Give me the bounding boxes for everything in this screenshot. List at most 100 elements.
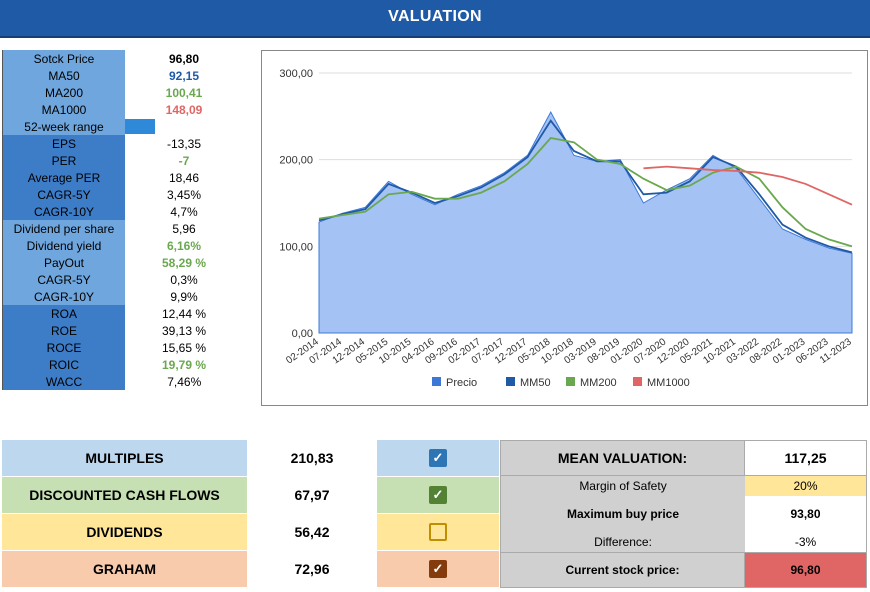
current-price-value: 96,80 xyxy=(745,552,867,588)
checkbox-checked-icon[interactable]: ✓ xyxy=(429,449,447,467)
title-bar: VALUATION xyxy=(0,0,870,38)
checkbox-empty-icon[interactable] xyxy=(429,523,447,541)
method-value: 67,97 xyxy=(247,477,377,513)
metric-row: ROCE 15,65 % xyxy=(2,339,244,356)
metric-row: MA200 100,41 xyxy=(2,84,244,101)
margin-value[interactable]: 20% xyxy=(745,476,867,496)
metric-label: CAGR-5Y xyxy=(2,271,125,288)
y-tick-label: 0,00 xyxy=(292,328,313,340)
method-check-cell[interactable]: ✓ xyxy=(377,551,499,587)
metric-row: PayOut 58,29 % xyxy=(2,254,244,271)
series-line-mm50 xyxy=(318,119,853,254)
difference-label: Difference: xyxy=(500,532,745,552)
metric-label: WACC xyxy=(2,373,125,390)
legend-label: MM200 xyxy=(580,377,617,389)
metric-label: CAGR-10Y xyxy=(2,203,125,220)
metric-label: CAGR-10Y xyxy=(2,288,125,305)
metric-label: ROE xyxy=(2,322,125,339)
difference-value: -3% xyxy=(745,532,867,552)
metric-value: 92,15 xyxy=(168,68,200,83)
method-value: 72,96 xyxy=(247,551,377,587)
metric-label: MA200 xyxy=(2,84,125,101)
metric-row: PER -7 xyxy=(2,152,244,169)
y-tick-label: 200,00 xyxy=(279,155,313,167)
metric-label: Dividend per share xyxy=(2,220,125,237)
metric-row: CAGR-10Y 4,7% xyxy=(2,203,244,220)
metric-row: CAGR-10Y 9,9% xyxy=(2,288,244,305)
method-label: DISCOUNTED CASH FLOWS xyxy=(2,477,247,513)
metric-label: ROIC xyxy=(2,356,125,373)
metric-value: -13,35 xyxy=(166,136,202,151)
metric-value: 9,9% xyxy=(170,289,198,304)
price-chart-svg: 300,00200,00100,000,0002-201407-201412-2… xyxy=(279,68,854,389)
metric-label: Average PER xyxy=(2,169,125,186)
metric-row: Dividend yield 6,16% xyxy=(2,237,244,254)
price-chart: 300,00 200,00 100,00 0,00 02-2014 07-2014 12-2… xyxy=(261,50,868,406)
checkbox-checked-icon[interactable]: ✓ xyxy=(429,560,447,578)
metric-label: MA1000 xyxy=(2,101,125,118)
method-value: 210,83 xyxy=(247,440,377,476)
metric-value: 5,96 xyxy=(172,221,196,236)
margin-label: Margin of Safety xyxy=(500,476,745,496)
metric-label: 52-week range xyxy=(2,118,125,135)
checkbox-checked-icon[interactable]: ✓ xyxy=(429,486,447,504)
metric-label: EPS xyxy=(2,135,125,152)
method-row: GRAHAM 72,96 ✓ xyxy=(2,551,500,587)
metric-label: PayOut xyxy=(2,254,125,271)
metric-label: MA50 xyxy=(2,67,125,84)
metric-value: 6,16% xyxy=(166,238,202,253)
metric-row: CAGR-5Y 0,3% xyxy=(2,271,244,288)
range-cell xyxy=(125,118,244,135)
mean-label: MEAN VALUATION: xyxy=(500,440,745,476)
method-row: MULTIPLES 210,83 ✓ xyxy=(2,440,500,476)
metric-value: 12,44 % xyxy=(161,306,207,321)
metric-label: Sotck Price xyxy=(2,50,125,67)
metric-row: 52-week range xyxy=(2,118,244,135)
metric-value: 15,65 % xyxy=(161,340,207,355)
page-title: VALUATION xyxy=(388,8,482,25)
series-line-mm200 xyxy=(318,137,853,248)
metric-value: 19,79 % xyxy=(161,357,207,372)
metric-value: 18,46 xyxy=(168,170,200,185)
legend-label: MM50 xyxy=(520,377,551,389)
metric-label: ROA xyxy=(2,305,125,322)
method-check-cell[interactable] xyxy=(377,514,499,550)
metric-value: 96,80 xyxy=(168,51,200,66)
metric-row: Dividend per share 5,96 xyxy=(2,220,244,237)
metric-row: EPS -13,35 xyxy=(2,135,244,152)
legend-label: MM1000 xyxy=(647,377,690,389)
range-bar xyxy=(125,119,155,135)
method-label: DIVIDENDS xyxy=(2,514,247,550)
y-tick-label: 100,00 xyxy=(279,241,313,253)
metric-value: 7,46% xyxy=(167,374,202,389)
metric-label: ROCE xyxy=(2,339,125,356)
metric-row: Sotck Price 96,80 xyxy=(2,50,244,67)
metric-value: 3,45% xyxy=(166,187,202,202)
maxbuy-label: Maximum buy price xyxy=(500,496,745,532)
metric-value: -7 xyxy=(178,153,190,168)
method-check-cell[interactable]: ✓ xyxy=(377,477,499,513)
metric-value: 4,7% xyxy=(170,204,198,219)
metric-label: CAGR-5Y xyxy=(2,186,125,203)
metric-value: 0,3% xyxy=(170,272,198,287)
metric-value: 39,13 % xyxy=(161,323,207,338)
legend-label: Precio xyxy=(446,377,477,389)
current-price-label: Current stock price: xyxy=(500,552,745,588)
method-label: MULTIPLES xyxy=(2,440,247,476)
metric-row: WACC 7,46% xyxy=(2,373,244,390)
metric-label: PER xyxy=(2,152,125,169)
method-row: DIVIDENDS 56,42 xyxy=(2,514,500,550)
method-check-cell[interactable]: ✓ xyxy=(377,440,499,476)
method-row: DISCOUNTED CASH FLOWS 67,97 ✓ xyxy=(2,477,500,513)
metric-row: MA50 92,15 xyxy=(2,67,244,84)
legend-swatch xyxy=(633,377,642,386)
metric-row: ROA 12,44 % xyxy=(2,305,244,322)
mean-value: 117,25 xyxy=(745,440,867,476)
metric-row: CAGR-5Y 3,45% xyxy=(2,186,244,203)
y-tick-label: 300,00 xyxy=(279,68,313,80)
method-label: GRAHAM xyxy=(2,551,247,587)
metric-label: Dividend yield xyxy=(2,237,125,254)
maxbuy-value: 93,80 xyxy=(745,496,867,532)
metric-row: Average PER 18,46 xyxy=(2,169,244,186)
legend-swatch xyxy=(566,377,575,386)
